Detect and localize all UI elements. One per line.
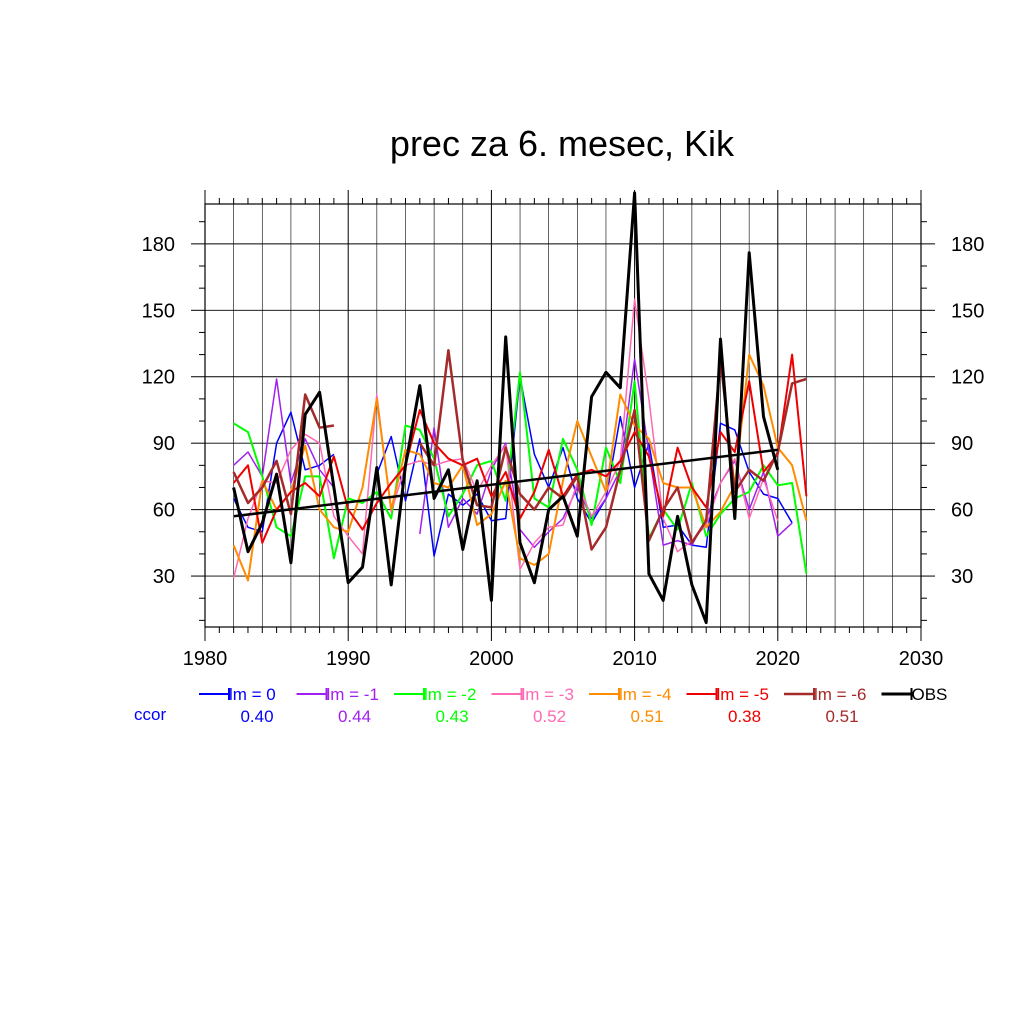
axes: 1980 1990 2000 2010 2020 2030 30 30 60 60 90 90 120 1… [142, 190, 984, 670]
y-tick-label-left: 30 [153, 566, 175, 588]
y-tick-label-right: 180 [951, 234, 984, 256]
series-line-6 [232, 348, 807, 551]
legend-label-7: OBS [912, 685, 948, 704]
y-tick-label-right: 150 [951, 300, 984, 322]
legend-ccor-1: 0.44 [338, 707, 371, 726]
y-tick-label-left: 90 [153, 433, 175, 455]
y-tick-label-left: 150 [142, 300, 175, 322]
legend-ccor-3: 0.52 [533, 707, 566, 726]
legend-label-6: lm = -6 [814, 685, 866, 704]
x-tick-label: 2030 [899, 648, 944, 670]
legend-ccor-5: 0.38 [728, 707, 761, 726]
y-tick-label-left: 60 [153, 500, 175, 522]
y-tick-label-right: 30 [951, 566, 973, 588]
grid [204, 204, 922, 627]
plot-frame [204, 203, 922, 628]
x-tick-label: 2020 [756, 648, 801, 670]
y-tick-label-left: 120 [142, 367, 175, 389]
legend-label-2: lm = -2 [424, 685, 476, 704]
ccor-label: ccor [134, 705, 166, 724]
series-line-5 [232, 353, 808, 544]
x-tick-label: 2010 [612, 648, 657, 670]
y-tick-label-right: 90 [951, 433, 973, 455]
legend-label-0: lm = 0 [229, 685, 276, 704]
y-tick-label-right: 60 [951, 500, 973, 522]
legend-ccor-6: 0.51 [825, 707, 858, 726]
plot-series [232, 191, 808, 625]
trend-line [233, 448, 778, 518]
legend-label-3: lm = -3 [522, 685, 574, 704]
legend-label-4: lm = -4 [619, 685, 671, 704]
series-line-3 [232, 298, 779, 579]
legend-ccor-4: 0.51 [630, 707, 663, 726]
x-tick-label: 1990 [326, 648, 371, 670]
legend-ccor-2: 0.43 [435, 707, 468, 726]
legend-label-5: lm = -5 [717, 685, 769, 704]
legend-ccor-0: 0.40 [240, 707, 273, 726]
legend: lm = 0 0.40 lm = -1 0.44 lm = -2 0.43 lm = -3 0… [134, 685, 947, 726]
x-tick-label: 1980 [183, 648, 228, 670]
x-tick-label: 2000 [469, 648, 514, 670]
y-tick-label-left: 180 [142, 234, 175, 256]
chart-title: prec za 6. mesec, Kik [390, 123, 735, 164]
legend-label-1: lm = -1 [327, 685, 379, 704]
y-tick-label-right: 120 [951, 367, 984, 389]
series-line-7 [232, 191, 780, 625]
